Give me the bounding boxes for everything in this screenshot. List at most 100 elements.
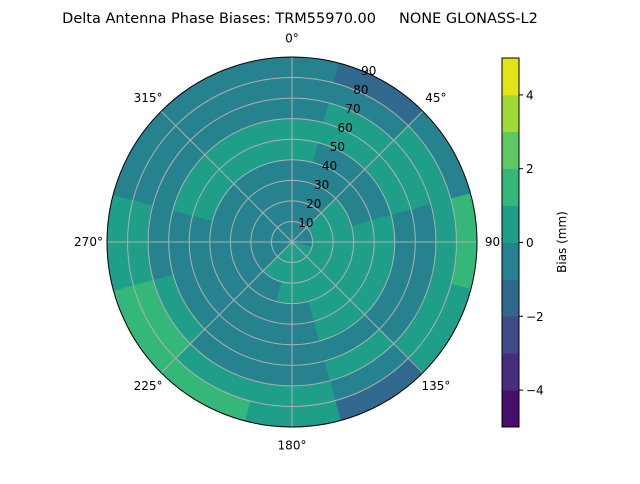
contour-cell <box>189 328 261 382</box>
contour-cell <box>333 59 427 127</box>
colorbar-segment <box>502 316 519 354</box>
contour-cell <box>276 221 292 242</box>
contour-cell <box>328 82 410 141</box>
contour-cell <box>174 343 256 402</box>
contour-cell <box>172 268 220 331</box>
contour-cell <box>152 139 206 211</box>
chart-title: Delta Antenna Phase Biases: TRM55970.00 … <box>62 11 538 27</box>
contour-cell <box>189 102 261 156</box>
contour-cell <box>276 242 292 263</box>
colorbar-tick-label: 4 <box>526 88 534 102</box>
colorbar-segment <box>502 242 519 280</box>
colorbar-segment <box>502 58 519 96</box>
angular-gridline <box>291 241 424 374</box>
contour-cell <box>157 357 251 425</box>
contour-cell <box>271 242 292 258</box>
polar-frame <box>106 56 478 428</box>
colorbar-segment <box>502 94 519 133</box>
contour-cell <box>233 285 277 323</box>
contour-cell <box>393 278 452 360</box>
contour-cell <box>349 168 393 222</box>
radial-tick-label: 30 <box>314 178 329 192</box>
contour-cell <box>191 262 235 316</box>
radial-tick-labels: 10 20 30 40 50 60 70 80 90 <box>298 64 376 230</box>
contour-cell <box>292 226 313 242</box>
contour-cell <box>349 262 393 316</box>
contour-cell <box>323 102 395 156</box>
radial-tick-label: 60 <box>338 121 353 135</box>
angular-tick-label: 270° <box>74 235 103 249</box>
contour-cell <box>328 343 410 402</box>
contour-cell <box>312 141 366 185</box>
angular-tick-label: 0° <box>285 32 299 46</box>
contour-cell <box>364 153 412 216</box>
contour-cell <box>378 139 432 211</box>
contour-cell <box>109 107 177 201</box>
contour-cell <box>174 82 256 141</box>
contour-cell <box>307 285 351 323</box>
contour-cell <box>271 226 292 242</box>
contour-cell <box>312 299 366 343</box>
polar-grid <box>107 57 477 427</box>
contour-cell <box>335 257 373 301</box>
angular-tick-label: 180° <box>278 439 307 453</box>
contour-cell <box>292 242 313 258</box>
contour-cell <box>364 268 412 331</box>
contour-cell <box>407 283 475 377</box>
angular-tick-labels: 0° 45° 90° 135° 180° 225° 270° 315° <box>74 32 506 453</box>
colorbar-segment <box>502 205 519 243</box>
contour-cell <box>203 122 266 170</box>
contour-cell <box>172 153 220 216</box>
angular-gridline <box>160 110 293 243</box>
colorbar-label: Bias (mm) <box>555 211 569 273</box>
radial-tick-label: 10 <box>298 216 313 230</box>
colorbar-segment <box>502 168 519 206</box>
contour-cell <box>378 273 432 345</box>
colorbar-segment <box>502 390 519 428</box>
colorbar-tick-label: −2 <box>526 310 544 324</box>
contour-cell <box>233 161 277 199</box>
contour-cell <box>333 357 427 425</box>
contour-cell <box>323 328 395 382</box>
contour-cell <box>157 59 251 127</box>
contour-cell <box>132 124 191 206</box>
contour-cell <box>318 314 381 362</box>
radial-tick-label: 50 <box>330 140 345 154</box>
colorbar-tick-label: 0 <box>526 236 534 250</box>
radial-tick-label: 20 <box>306 197 321 211</box>
contour-cell <box>191 168 235 222</box>
angular-tick-label: 225° <box>134 379 163 393</box>
contour-cell <box>318 122 381 170</box>
polar-axes: 0° 45° 90° 135° 180° 225° 270° 315° 10 20 30 40 50 6… <box>74 32 506 453</box>
contour-cell <box>292 242 308 263</box>
contour-cell <box>393 124 452 206</box>
contour-cell <box>218 299 272 343</box>
angular-gridline <box>160 241 293 374</box>
colorbar: 4 2 0 −2 −4 Bias (mm) <box>501 57 569 428</box>
radial-tick-label: 40 <box>322 159 337 173</box>
contour-cell <box>307 161 351 199</box>
contour-cell <box>211 257 249 301</box>
colorbar-tick-label: −4 <box>526 384 544 398</box>
radial-tick-label: 80 <box>353 83 368 97</box>
contour-cell <box>203 314 266 362</box>
contour-cell <box>407 107 475 201</box>
colorbar-segment <box>502 353 519 391</box>
angular-tick-label: 90° <box>485 235 506 249</box>
angular-gridline <box>291 110 424 243</box>
radial-tick-label: 90 <box>361 64 376 78</box>
contour-cell <box>152 273 206 345</box>
colorbar-tick-label: 2 <box>526 162 534 176</box>
contour-cell <box>218 141 272 185</box>
angular-tick-label: 135° <box>421 379 450 393</box>
contour-cell <box>211 183 249 227</box>
colorbar-segment <box>502 279 519 317</box>
angular-tick-label: 315° <box>134 91 163 105</box>
contour-cell <box>109 283 177 377</box>
contour-cell <box>132 278 191 360</box>
contour-cell <box>292 221 308 242</box>
radial-tick-label: 70 <box>345 102 360 116</box>
contour-cell <box>335 183 373 227</box>
angular-tick-label: 45° <box>425 91 446 105</box>
